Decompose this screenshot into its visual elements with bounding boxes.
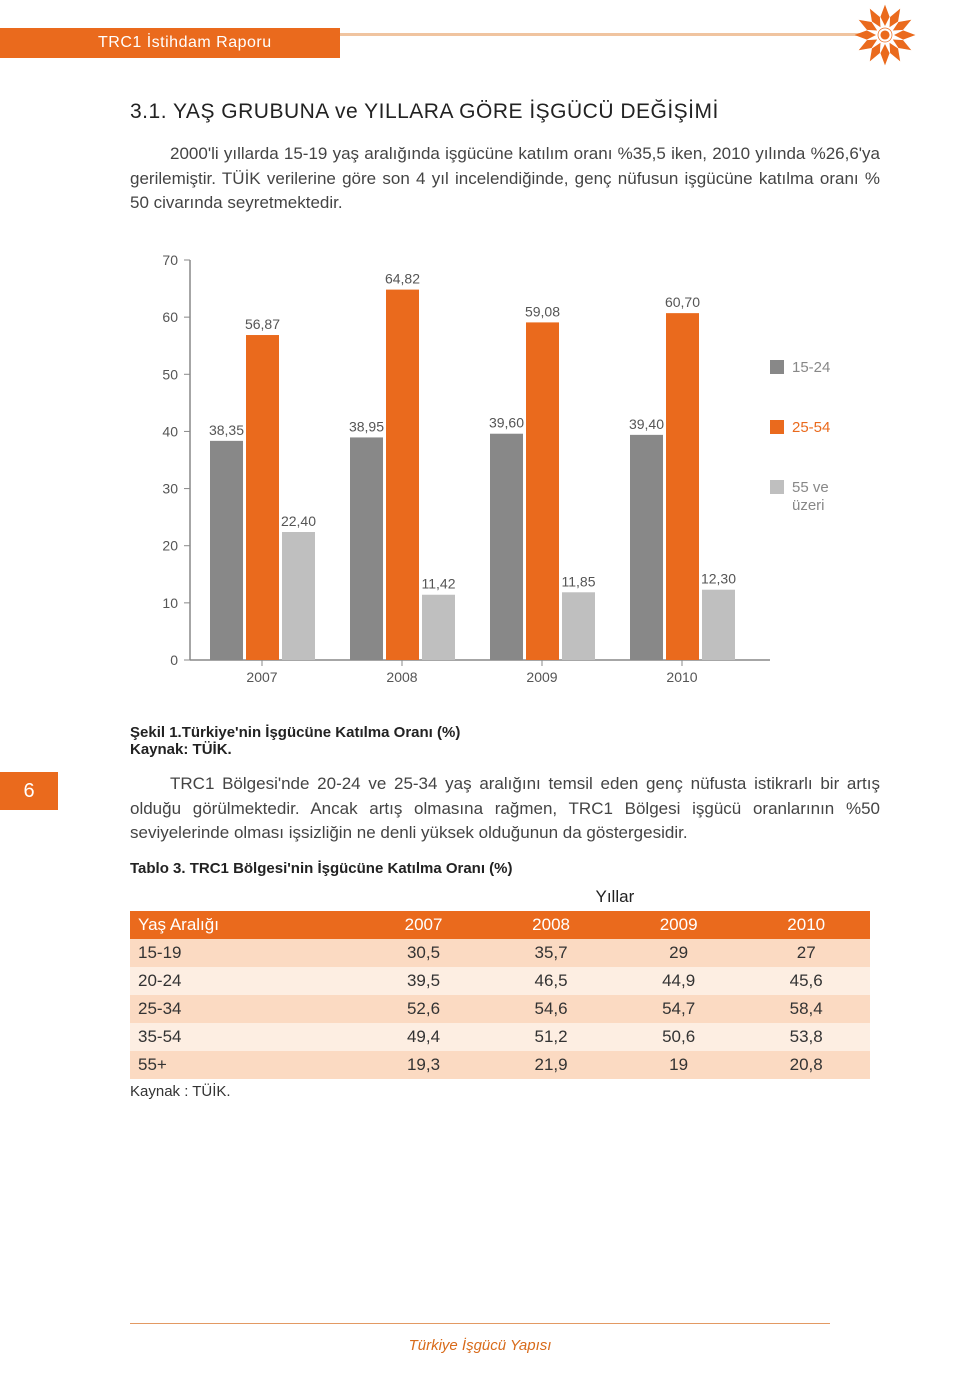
- table-header-row: Yaş Aralığı2007200820092010: [130, 911, 870, 939]
- table-row-label: 20-24: [130, 967, 360, 995]
- table-cell: 54,6: [487, 995, 615, 1023]
- years-header: Yıllar: [360, 883, 870, 911]
- table-cell: 29: [615, 939, 743, 967]
- svg-text:38,95: 38,95: [349, 418, 384, 434]
- chart-source: Kaynak: TÜİK.: [130, 741, 880, 758]
- footer-line: [130, 1323, 830, 1324]
- svg-text:20: 20: [162, 538, 178, 554]
- table-col-header: 2009: [615, 911, 743, 939]
- table-cell: 30,5: [360, 939, 488, 967]
- svg-text:55 ve: 55 ve: [792, 479, 829, 496]
- svg-text:64,82: 64,82: [385, 271, 420, 287]
- table-row: 15-1930,535,72927: [130, 939, 870, 967]
- table-cell: 58,4: [742, 995, 870, 1023]
- table-cell: 20,8: [742, 1051, 870, 1079]
- table-source: Kaynak : TÜİK.: [130, 1083, 880, 1100]
- svg-text:39,40: 39,40: [629, 416, 664, 432]
- report-header: TRC1 İstihdam Raporu: [0, 28, 340, 58]
- table-row: 35-5449,451,250,653,8: [130, 1023, 870, 1051]
- chart-caption: Şekil 1.Türkiye'nin İşgücüne Katılma Ora…: [130, 724, 880, 741]
- svg-text:15-24: 15-24: [792, 359, 830, 376]
- data-table: Yıllar Yaş Aralığı2007200820092010 15-19…: [130, 883, 870, 1079]
- table-col-header: 2007: [360, 911, 488, 939]
- svg-text:2007: 2007: [246, 669, 277, 685]
- table-col-header: 2008: [487, 911, 615, 939]
- report-title: TRC1 İstihdam Raporu: [98, 34, 272, 51]
- table-cell: 44,9: [615, 967, 743, 995]
- table-row: 25-3452,654,654,758,4: [130, 995, 870, 1023]
- section-title: 3.1. YAŞ GRUBUNA ve YILLARA GÖRE İŞGÜCÜ …: [130, 100, 880, 124]
- table-row-header: Yaş Aralığı: [130, 911, 360, 939]
- table-cell: 51,2: [487, 1023, 615, 1051]
- svg-text:40: 40: [162, 423, 178, 439]
- table-col-header: 2010: [742, 911, 870, 939]
- svg-text:56,87: 56,87: [245, 316, 280, 332]
- table-cell: 35,7: [487, 939, 615, 967]
- table-cell: 49,4: [360, 1023, 488, 1051]
- svg-text:30: 30: [162, 480, 178, 496]
- svg-text:22,40: 22,40: [281, 513, 316, 529]
- svg-text:üzeri: üzeri: [792, 497, 825, 514]
- paragraph-2: TRC1 Bölgesi'nde 20-24 ve 25-34 yaş aral…: [130, 772, 880, 846]
- svg-text:11,85: 11,85: [562, 573, 596, 589]
- table-cell: 45,6: [742, 967, 870, 995]
- svg-text:60: 60: [162, 309, 178, 325]
- svg-text:2010: 2010: [666, 669, 697, 685]
- table-cell: 54,7: [615, 995, 743, 1023]
- table-row-label: 15-19: [130, 939, 360, 967]
- svg-text:12,30: 12,30: [701, 571, 736, 587]
- svg-text:10: 10: [162, 595, 178, 611]
- table-cell: 39,5: [360, 967, 488, 995]
- chart-figure: 0 10 20 30 40 50 60 70 38,35 56,87 22,40 2007 38,95 6…: [130, 230, 870, 710]
- svg-text:25-54: 25-54: [792, 419, 830, 436]
- table-row: 20-2439,546,544,945,6: [130, 967, 870, 995]
- table-cell: 19,3: [360, 1051, 488, 1079]
- svg-text:50: 50: [162, 366, 178, 382]
- logo-icon: [850, 0, 920, 70]
- table-cell: 50,6: [615, 1023, 743, 1051]
- table-cell: 52,6: [360, 995, 488, 1023]
- page-content: 3.1. YAŞ GRUBUNA ve YILLARA GÖRE İŞGÜCÜ …: [130, 100, 880, 1100]
- header-strip: [340, 33, 860, 36]
- table-cell: 53,8: [742, 1023, 870, 1051]
- table-row: 55+19,321,91920,8: [130, 1051, 870, 1079]
- table-years-row: Yıllar: [130, 883, 870, 911]
- table-cell: 21,9: [487, 1051, 615, 1079]
- svg-text:39,60: 39,60: [489, 415, 524, 431]
- table-cell: 19: [615, 1051, 743, 1079]
- svg-text:60,70: 60,70: [665, 294, 700, 310]
- svg-text:59,08: 59,08: [525, 303, 560, 319]
- svg-text:38,35: 38,35: [209, 422, 244, 438]
- bar-chart: 0 10 20 30 40 50 60 70 38,35 56,87 22,40 2007 38,95 6…: [130, 230, 870, 710]
- table-cell: 46,5: [487, 967, 615, 995]
- table-row-label: 25-34: [130, 995, 360, 1023]
- svg-text:70: 70: [162, 252, 178, 268]
- footer-text: Türkiye İşgücü Yapısı: [0, 1337, 960, 1354]
- svg-text:11,42: 11,42: [422, 576, 456, 592]
- svg-text:0: 0: [170, 652, 178, 668]
- table-caption: Tablo 3. TRC1 Bölgesi'nin İşgücüne Katıl…: [130, 860, 880, 877]
- table-cell: 27: [742, 939, 870, 967]
- table-row-label: 35-54: [130, 1023, 360, 1051]
- page-number: 6: [0, 772, 58, 810]
- paragraph-1: 2000'li yıllarda 15-19 yaş aralığında iş…: [130, 142, 880, 216]
- svg-text:2009: 2009: [526, 669, 557, 685]
- table-body: 15-1930,535,7292720-2439,546,544,945,625…: [130, 939, 870, 1079]
- table-row-label: 55+: [130, 1051, 360, 1079]
- svg-text:2008: 2008: [386, 669, 417, 685]
